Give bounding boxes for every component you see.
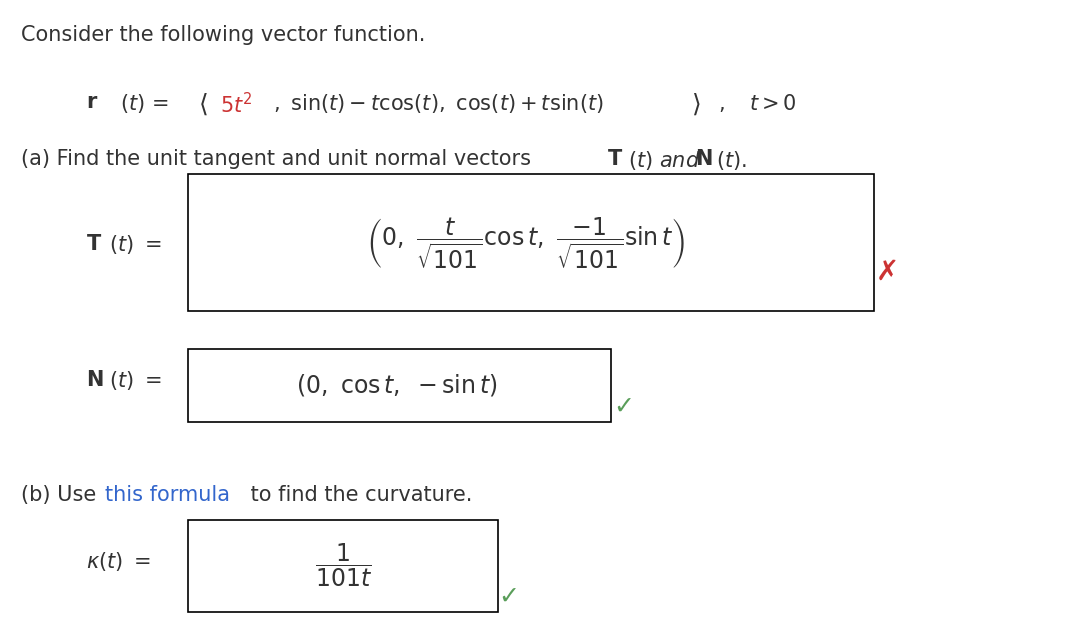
Text: ✓: ✓ xyxy=(498,585,520,609)
Text: $(t)\ =$: $(t)\ =$ xyxy=(109,369,162,392)
Text: $\dfrac{1}{101t}$: $\dfrac{1}{101t}$ xyxy=(314,542,372,589)
FancyBboxPatch shape xyxy=(188,349,611,422)
Text: $\mathbf{N}$: $\mathbf{N}$ xyxy=(695,149,712,169)
Text: to find the curvature.: to find the curvature. xyxy=(244,485,473,505)
Text: $\left(0,\ \cos t,\ -\sin t\right)$: $\left(0,\ \cos t,\ -\sin t\right)$ xyxy=(296,372,497,398)
Text: $\mathbf{T}$: $\mathbf{T}$ xyxy=(607,149,623,169)
Text: $(t)$ and: $(t)$ and xyxy=(628,149,701,172)
Text: $\mathbf{N}$: $\mathbf{N}$ xyxy=(86,370,103,391)
Text: $,\ \sin(t) - t\cos(t),\ \cos(t) + t\sin(t)$: $,\ \sin(t) - t\cos(t),\ \cos(t) + t\sin… xyxy=(273,92,605,115)
Text: $,\quad t > 0$: $,\quad t > 0$ xyxy=(718,92,796,114)
Text: (b) Use: (b) Use xyxy=(21,485,103,505)
Text: $\kappa(t)\ =$: $\kappa(t)\ =$ xyxy=(86,550,151,573)
Text: $\left(0,\ \dfrac{t}{\sqrt{101}}\cos t,\ \dfrac{-1}{\sqrt{101}}\sin t\right)$: $\left(0,\ \dfrac{t}{\sqrt{101}}\cos t,\… xyxy=(366,215,685,271)
Text: ✗: ✗ xyxy=(876,258,899,286)
Text: $\rangle$: $\rangle$ xyxy=(691,92,701,117)
Text: (a) Find the unit tangent and unit normal vectors: (a) Find the unit tangent and unit norma… xyxy=(21,149,538,169)
Text: $\mathbf{r}$: $\mathbf{r}$ xyxy=(86,92,98,112)
Text: $\langle$: $\langle$ xyxy=(198,92,208,117)
Text: $(t).$: $(t).$ xyxy=(716,149,747,172)
Text: $(t)$ =: $(t)$ = xyxy=(120,92,168,115)
Text: this formula: this formula xyxy=(105,485,230,505)
Text: ✓: ✓ xyxy=(613,394,635,418)
Text: $(t)\ =$: $(t)\ =$ xyxy=(109,233,162,256)
Text: $\mathbf{T}$: $\mathbf{T}$ xyxy=(86,234,102,254)
Text: $5t^2$: $5t^2$ xyxy=(220,92,253,117)
FancyBboxPatch shape xyxy=(188,520,498,612)
Text: Consider the following vector function.: Consider the following vector function. xyxy=(21,25,426,46)
FancyBboxPatch shape xyxy=(188,174,874,311)
